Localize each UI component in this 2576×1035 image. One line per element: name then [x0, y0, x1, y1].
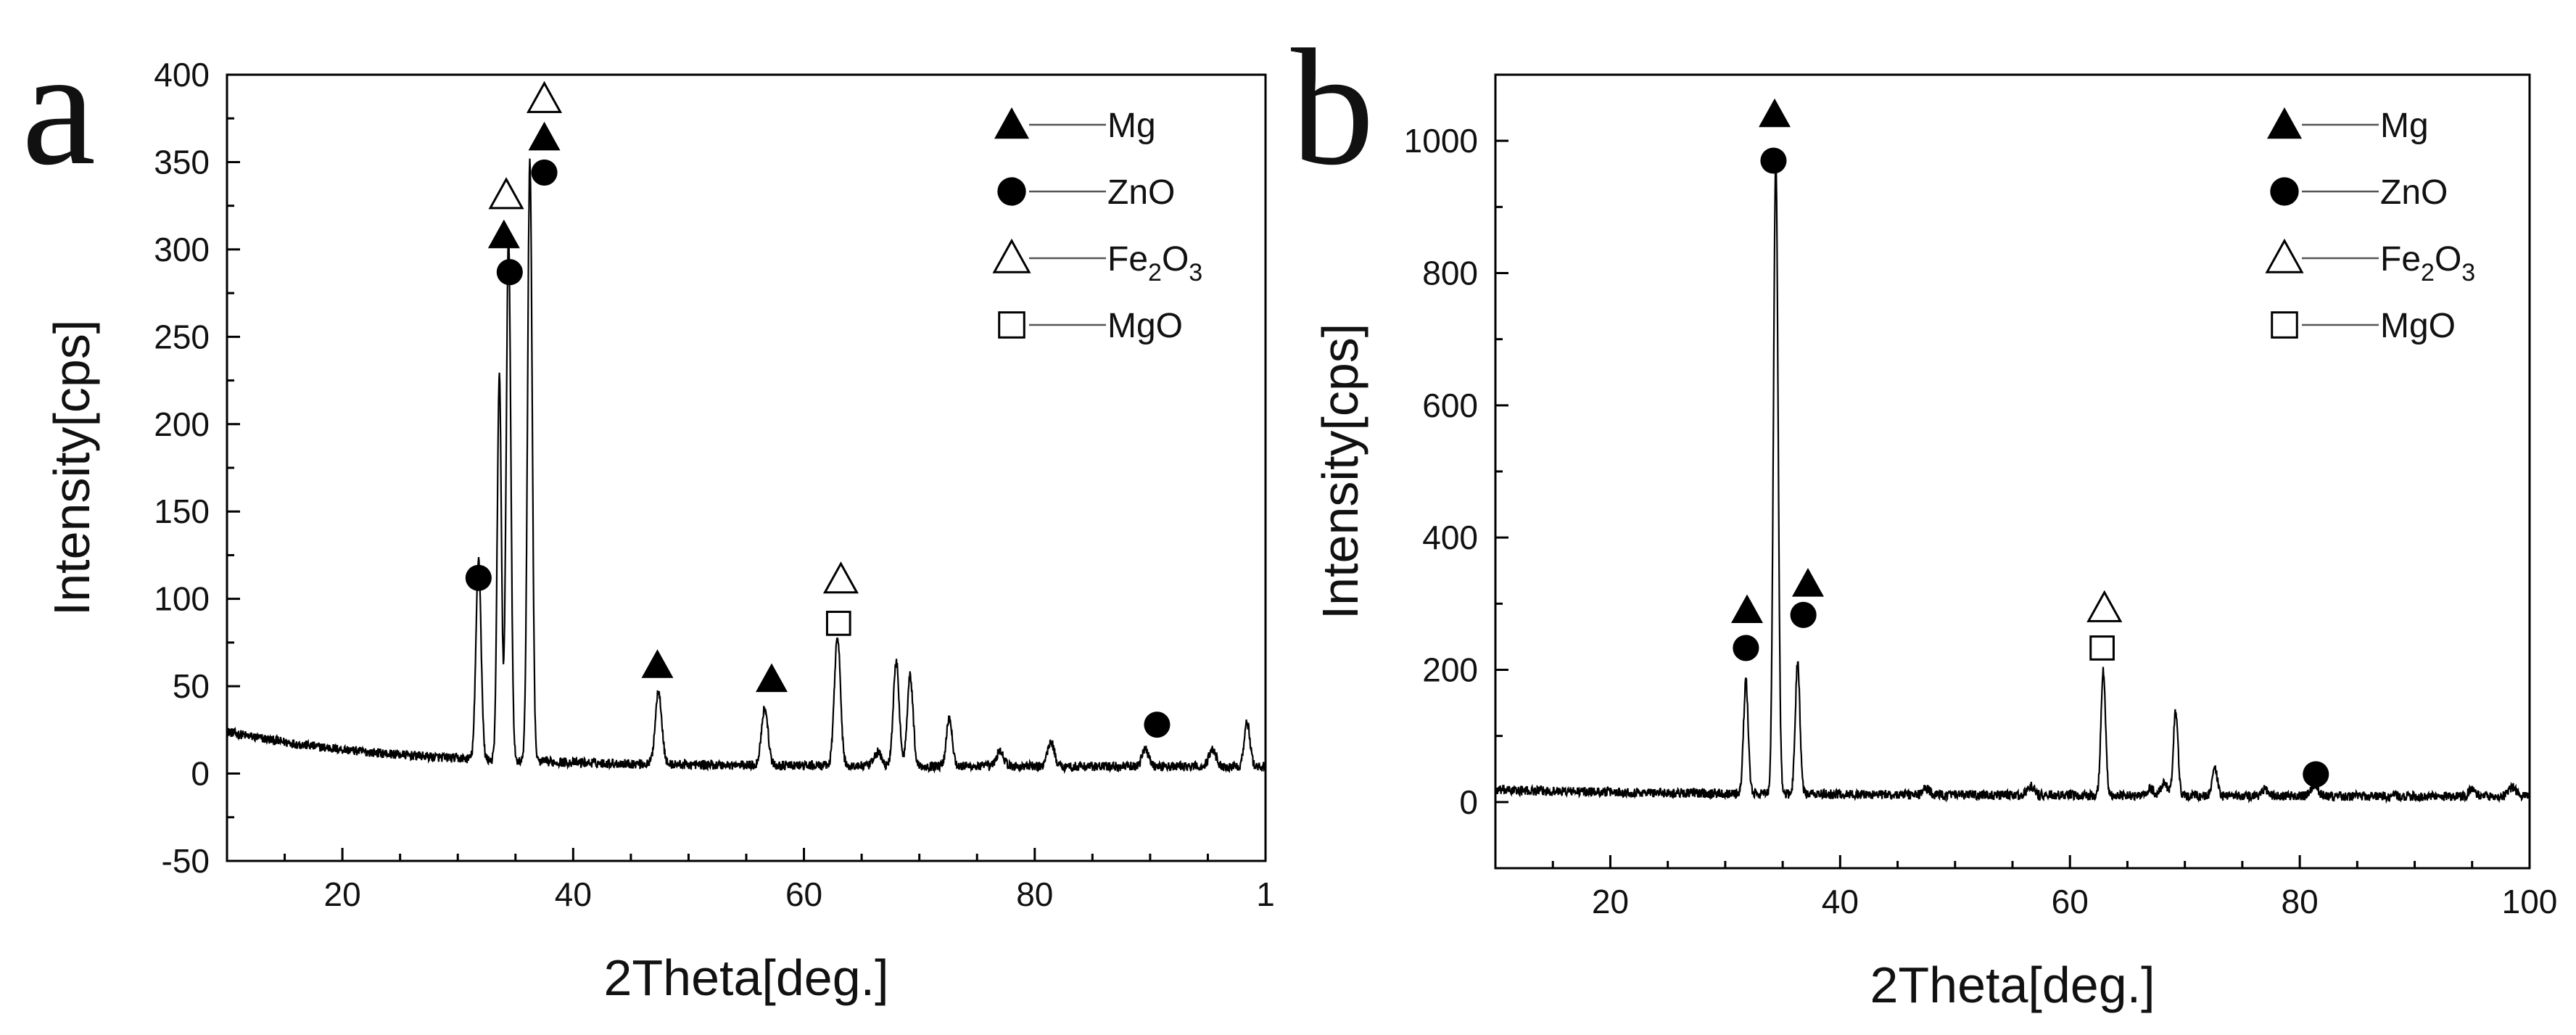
legend-marker-mgo [2271, 311, 2298, 339]
xrd-pattern-line [1494, 161, 2531, 804]
x-tick-label: 80 [1016, 875, 1053, 913]
x-tick-label: 100 [2502, 883, 2558, 920]
y-tick-label: 0 [191, 755, 210, 793]
x-tick-label: 20 [324, 875, 361, 913]
plot-frame [1494, 73, 2531, 870]
legend-marker-zno [997, 177, 1026, 206]
y-tick-label: 1000 [1404, 122, 1478, 160]
peak-marker-fe2o3 [822, 561, 859, 594]
legend-label: Fe2O3 [2380, 240, 2475, 286]
y-tick-label: -50 [162, 842, 210, 880]
y-tick-label: 400 [154, 56, 210, 94]
y-tick-label: 200 [1422, 651, 1478, 689]
panel-a: a 20 40 60 80 1 -50 0 50 100 150 200 250 300 350 400 2T… [22, 15, 1275, 1006]
y-axis-title: Intensity[cps] [44, 320, 100, 617]
y-tick-label: 800 [1422, 255, 1478, 292]
panel-b-letter: b [1291, 15, 1374, 199]
legend-label: ZnO [1107, 173, 1175, 212]
legend-marker-fe [2265, 238, 2304, 273]
peak-marker-mg [1759, 98, 1791, 128]
peak-marker-mgo [2089, 635, 2115, 661]
y-tick-label: 400 [1422, 519, 1478, 556]
legend-label: Fe2O3 [1107, 240, 1202, 286]
legend-marker-mgo [998, 311, 1025, 339]
y-tick-label: 300 [154, 231, 210, 268]
y-tick-label: 50 [173, 667, 210, 705]
xrd-pattern-line [226, 158, 1267, 775]
peak-marker-mgo [825, 611, 851, 636]
peak-marker-fe2o3 [2086, 590, 2123, 622]
x-axis-title: 2Theta[deg.] [1870, 957, 2155, 1013]
x-axis-title: 2Theta[deg.] [603, 949, 888, 1006]
legend-marker-mg [994, 107, 1029, 139]
y-tick-label: 250 [154, 318, 210, 355]
x-tick-label: 1 [1256, 875, 1275, 913]
peak-marker-mg [1730, 594, 1763, 624]
peak-marker-zno [496, 259, 523, 286]
peak-marker-fe2o3 [488, 177, 524, 210]
y-tick-label: 0 [1459, 783, 1478, 821]
y-tick-label: 350 [154, 143, 210, 181]
y-tick-label: 200 [154, 405, 210, 443]
peak-marker-mg [487, 219, 520, 249]
peak-marker-zno [1733, 635, 1759, 661]
peak-marker-mg [641, 649, 674, 678]
peak-marker-mg [1791, 567, 1824, 597]
legend-label: MgO [2380, 307, 2456, 345]
legend-label: Mg [2380, 107, 2429, 145]
peak-marker-zno [1790, 601, 1817, 628]
x-tick-label: 40 [1822, 883, 1859, 920]
x-tick-label: 80 [2282, 883, 2319, 920]
peak-marker-mg [528, 121, 561, 151]
x-tick-label: 40 [555, 875, 592, 913]
legend-label: MgO [1107, 307, 1183, 345]
y-axis-title: Intensity[cps] [1312, 323, 1368, 620]
panel-b: b 20 40 60 80 100020040060080010002Theta[deg… [1291, 15, 2557, 1013]
legend-marker-mg [2267, 107, 2302, 139]
legend-marker-fe [992, 238, 1031, 273]
panel-a-letter: a [22, 15, 96, 199]
x-tick-label: 20 [1592, 883, 1629, 920]
x-tick-label: 60 [2052, 883, 2089, 920]
legend-label: Mg [1107, 107, 1156, 145]
peak-marker-zno [465, 564, 492, 591]
peak-marker-zno [1144, 712, 1171, 738]
legend-label: ZnO [2380, 173, 2448, 212]
x-tick-label: 60 [785, 875, 822, 913]
peak-marker-mg [756, 663, 788, 693]
y-tick-label: 150 [154, 492, 210, 530]
peak-marker-zno [1760, 147, 1787, 174]
peak-marker-fe2o3 [527, 81, 563, 113]
legend-marker-zno [2270, 177, 2299, 206]
peak-marker-zno [531, 159, 558, 186]
peak-marker-zno [2303, 761, 2329, 788]
y-tick-label: 600 [1422, 387, 1478, 424]
y-tick-label: 100 [154, 580, 210, 618]
